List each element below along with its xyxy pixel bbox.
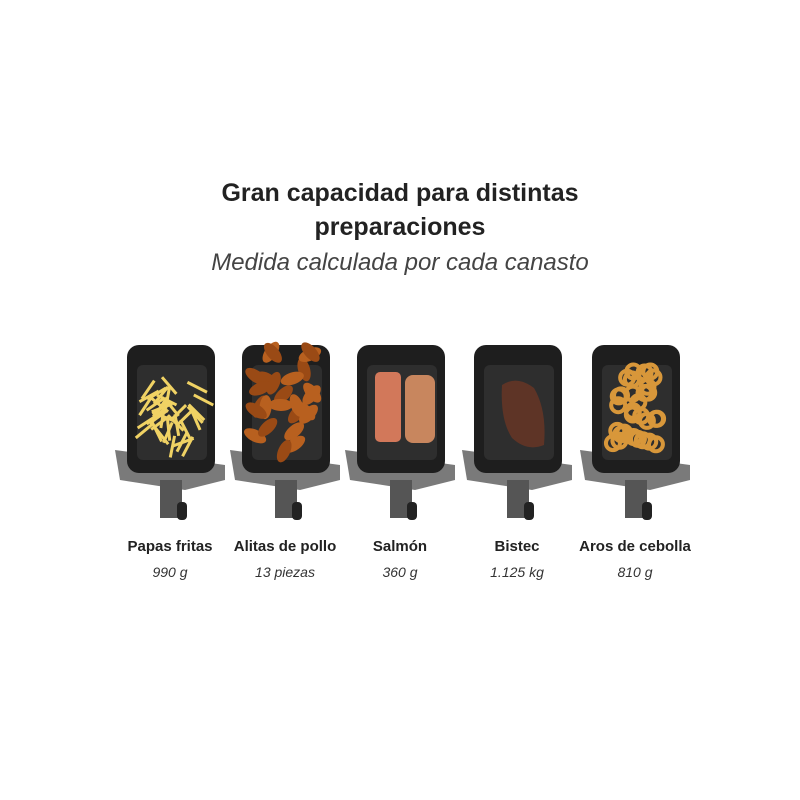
title-line-2: preparaciones [0,210,800,244]
food-quantity: 810 g [550,564,720,580]
air-fryer-basket-image [105,340,235,525]
food-item: Salmón 360 g [335,340,465,525]
food-item: Papas fritas 990 g [105,340,235,525]
air-fryer-basket-image [570,340,700,525]
food-name: Aros de cebolla [550,538,720,555]
title-line-1: Gran capacidad para distintas [0,176,800,210]
page-subtitle: Medida calculada por cada canasto [0,249,800,277]
air-fryer-basket-image [335,340,465,525]
page-title: Gran capacidad para distintas preparacio… [0,176,800,244]
food-item: Bistec 1.125 kg [452,340,582,525]
food-item: Aros de cebolla 810 g [570,340,700,525]
air-fryer-basket-image [452,340,582,525]
food-item: Alitas de pollo 13 piezas [220,340,350,525]
air-fryer-basket-image [220,340,350,525]
